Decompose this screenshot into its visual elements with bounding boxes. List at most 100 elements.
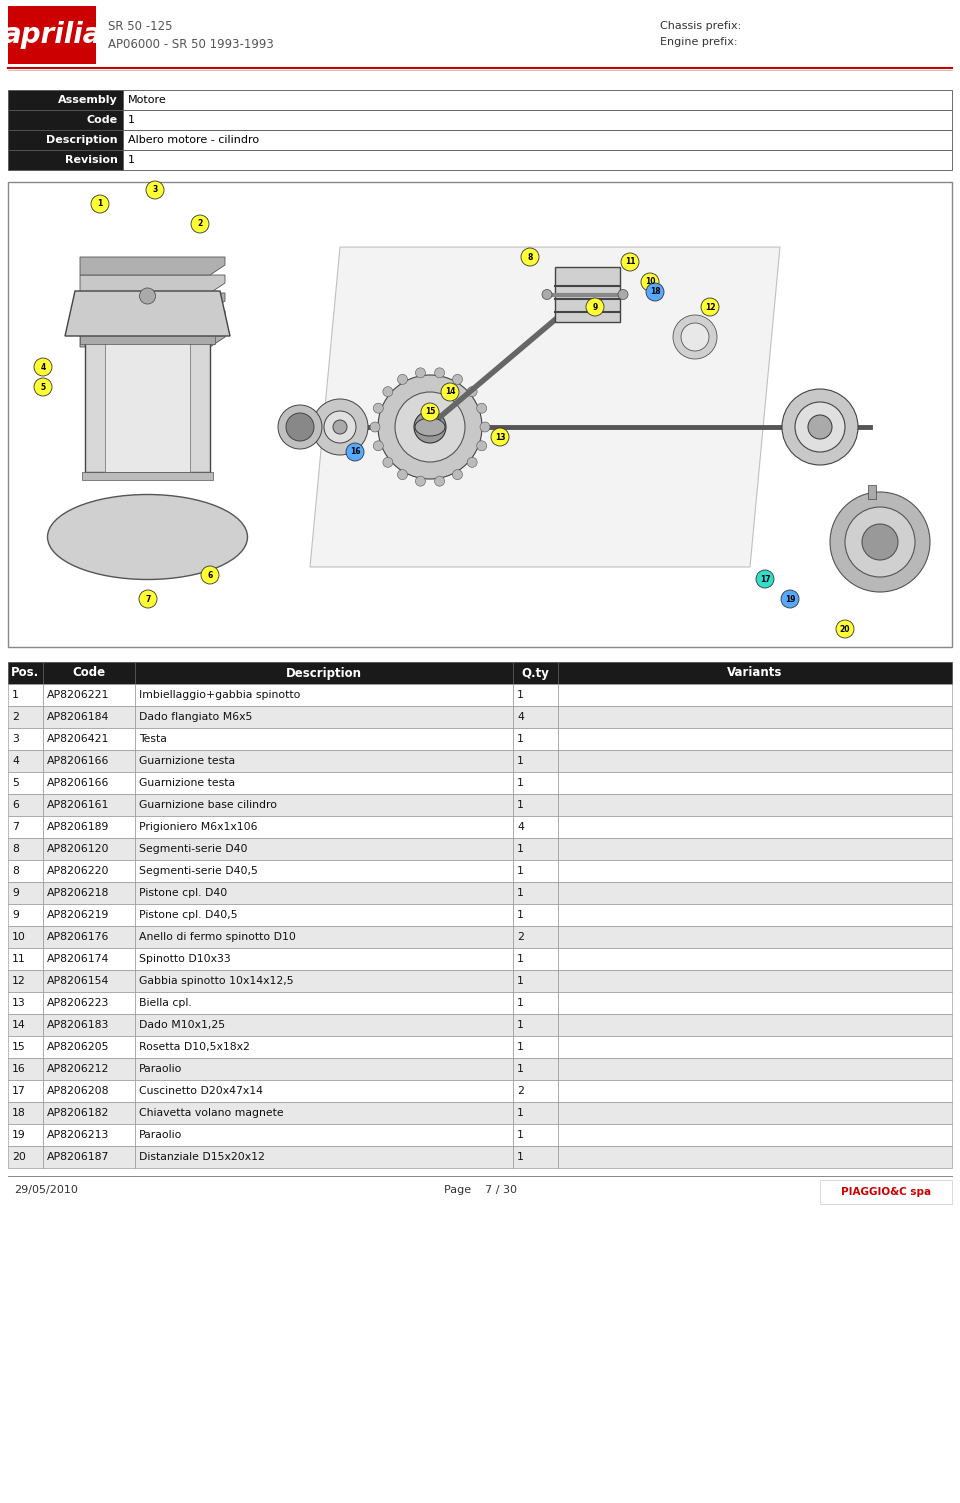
Bar bbox=[43, 926, 135, 948]
Text: 14: 14 bbox=[12, 1021, 26, 1030]
Bar bbox=[135, 816, 513, 839]
Bar bbox=[43, 727, 135, 750]
Circle shape bbox=[646, 283, 664, 301]
Bar bbox=[82, 472, 213, 479]
Text: Chiavetta volano magnete: Chiavetta volano magnete bbox=[139, 1108, 283, 1118]
Circle shape bbox=[146, 180, 164, 198]
Circle shape bbox=[324, 410, 356, 443]
Text: Code: Code bbox=[72, 666, 106, 679]
Circle shape bbox=[34, 377, 52, 395]
Text: 1: 1 bbox=[517, 845, 524, 854]
Bar bbox=[513, 661, 558, 684]
Bar bbox=[135, 992, 513, 1015]
Bar bbox=[135, 926, 513, 948]
Bar bbox=[43, 839, 135, 860]
Bar bbox=[8, 948, 43, 969]
Circle shape bbox=[641, 274, 659, 292]
Text: 4: 4 bbox=[40, 362, 46, 371]
Bar bbox=[8, 860, 43, 882]
Text: AP8206154: AP8206154 bbox=[47, 975, 109, 986]
Text: PIAGGIO&C spa: PIAGGIO&C spa bbox=[841, 1187, 931, 1196]
Text: Paraolio: Paraolio bbox=[139, 1064, 182, 1075]
Text: 12: 12 bbox=[12, 975, 26, 986]
Bar bbox=[123, 129, 952, 150]
Bar bbox=[513, 1015, 558, 1036]
Circle shape bbox=[286, 413, 314, 440]
Bar bbox=[513, 969, 558, 992]
Circle shape bbox=[781, 591, 799, 609]
Text: 12: 12 bbox=[705, 302, 715, 311]
Text: Assembly: Assembly bbox=[59, 95, 118, 105]
Text: 4: 4 bbox=[12, 756, 19, 767]
Text: Revision: Revision bbox=[65, 155, 118, 165]
Bar bbox=[43, 794, 135, 816]
Text: 1: 1 bbox=[517, 1108, 524, 1118]
Text: Spinotto D10x33: Spinotto D10x33 bbox=[139, 954, 230, 963]
Bar bbox=[43, 1145, 135, 1168]
Text: 1: 1 bbox=[517, 954, 524, 963]
Bar bbox=[8, 182, 952, 646]
Bar bbox=[8, 727, 43, 750]
Circle shape bbox=[673, 316, 717, 359]
Circle shape bbox=[480, 422, 490, 431]
Bar bbox=[558, 903, 952, 926]
Text: Pistone cpl. D40: Pistone cpl. D40 bbox=[139, 888, 228, 897]
Circle shape bbox=[795, 401, 845, 452]
Circle shape bbox=[416, 476, 425, 485]
Bar bbox=[555, 268, 620, 322]
Bar bbox=[513, 706, 558, 727]
Polygon shape bbox=[80, 293, 225, 311]
Text: 2: 2 bbox=[198, 219, 203, 228]
Text: AP8206212: AP8206212 bbox=[47, 1064, 109, 1075]
Bar bbox=[135, 1102, 513, 1124]
Text: Description: Description bbox=[46, 135, 118, 144]
Bar bbox=[8, 129, 123, 150]
Text: 18: 18 bbox=[650, 287, 660, 296]
Bar bbox=[135, 706, 513, 727]
Text: 1: 1 bbox=[517, 690, 524, 700]
Text: AP8206205: AP8206205 bbox=[47, 1042, 109, 1052]
Text: 1: 1 bbox=[128, 155, 135, 165]
Text: Segmenti-serie D40,5: Segmenti-serie D40,5 bbox=[139, 866, 258, 876]
Text: 1: 1 bbox=[517, 888, 524, 897]
Bar bbox=[135, 1145, 513, 1168]
Bar bbox=[558, 1145, 952, 1168]
Bar bbox=[43, 1036, 135, 1058]
Text: Albero motore - cilindro: Albero motore - cilindro bbox=[128, 135, 259, 144]
Bar bbox=[8, 1124, 43, 1145]
Circle shape bbox=[477, 440, 487, 451]
Polygon shape bbox=[80, 257, 225, 275]
Bar bbox=[558, 1081, 952, 1102]
Text: Page    7 / 30: Page 7 / 30 bbox=[444, 1184, 516, 1195]
Text: 7: 7 bbox=[12, 822, 19, 833]
Text: AP8206187: AP8206187 bbox=[47, 1151, 109, 1162]
Text: Prigioniero M6x1x106: Prigioniero M6x1x106 bbox=[139, 822, 257, 833]
Text: AP8206219: AP8206219 bbox=[47, 909, 109, 920]
Bar bbox=[135, 750, 513, 773]
Text: Imbiellaggio+gabbia spinotto: Imbiellaggio+gabbia spinotto bbox=[139, 690, 300, 700]
Bar bbox=[558, 684, 952, 706]
Text: aprilia: aprilia bbox=[2, 21, 102, 50]
Bar bbox=[868, 485, 876, 499]
Text: 15: 15 bbox=[12, 1042, 26, 1052]
Text: AP8206184: AP8206184 bbox=[47, 712, 109, 721]
Text: 3: 3 bbox=[12, 733, 19, 744]
Bar bbox=[513, 750, 558, 773]
Text: Testa: Testa bbox=[139, 733, 167, 744]
Bar bbox=[8, 6, 96, 65]
Bar bbox=[135, 969, 513, 992]
Bar bbox=[8, 750, 43, 773]
Text: 18: 18 bbox=[12, 1108, 26, 1118]
Text: AP8206208: AP8206208 bbox=[47, 1087, 109, 1096]
Text: 1: 1 bbox=[97, 200, 103, 209]
Text: 2: 2 bbox=[517, 1087, 524, 1096]
Polygon shape bbox=[80, 275, 225, 293]
Bar bbox=[558, 839, 952, 860]
Circle shape bbox=[468, 386, 477, 397]
Text: Dado flangiato M6x5: Dado flangiato M6x5 bbox=[139, 712, 252, 721]
Bar bbox=[123, 90, 952, 110]
Text: 1: 1 bbox=[517, 975, 524, 986]
Bar bbox=[558, 882, 952, 903]
Ellipse shape bbox=[415, 418, 445, 436]
Text: 1: 1 bbox=[517, 998, 524, 1009]
